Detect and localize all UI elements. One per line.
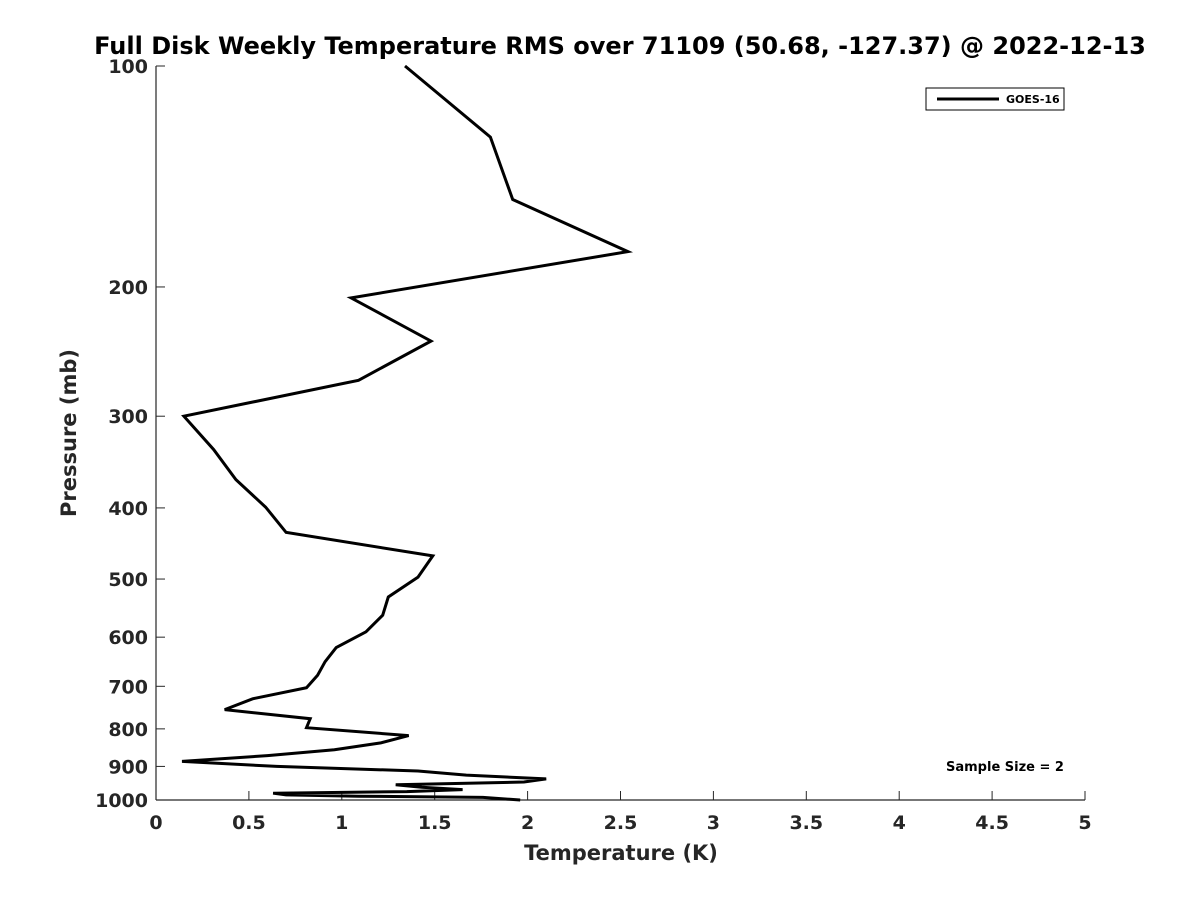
legend: GOES-16 xyxy=(925,87,1065,111)
x-tick-label: 5 xyxy=(1078,812,1091,834)
y-tick-label: 300 xyxy=(108,406,148,428)
y-tick-label: 1000 xyxy=(95,790,148,812)
y-tick-label: 500 xyxy=(108,569,148,591)
y-tick-label: 900 xyxy=(108,756,148,778)
x-tick-label: 4.5 xyxy=(975,812,1009,834)
plot-area xyxy=(181,64,634,802)
x-tick-label: 0 xyxy=(149,812,162,834)
y-axis-label: Pressure (mb) xyxy=(57,349,81,517)
y-tick-label: 700 xyxy=(108,676,148,698)
x-tick-label: 3 xyxy=(707,812,720,834)
chart-title: Full Disk Weekly Temperature RMS over 71… xyxy=(94,32,1146,60)
y-tick-label: 400 xyxy=(108,498,148,520)
y-tick-label: 100 xyxy=(108,56,148,78)
y-ticks: 100 200 300 400 500 600 700 800 900 1000 xyxy=(95,56,165,812)
x-tick-label: 1 xyxy=(335,812,348,834)
y-tick-label: 600 xyxy=(108,627,148,649)
x-tick-label: 0.5 xyxy=(232,812,266,834)
series-line-goes-16 xyxy=(181,64,634,802)
legend-label-goes-16: GOES-16 xyxy=(1006,93,1060,106)
sample-size-annotation: Sample Size = 2 xyxy=(946,760,1064,775)
x-ticks: 0 0.5 1 1.5 2 2.5 3 3.5 4 4.5 5 xyxy=(149,791,1092,834)
x-tick-label: 2.5 xyxy=(604,812,638,834)
x-tick-label: 3.5 xyxy=(789,812,823,834)
x-tick-label: 2 xyxy=(521,812,534,834)
x-tick-label: 4 xyxy=(893,812,906,834)
y-tick-label: 200 xyxy=(108,277,148,299)
x-axis-label: Temperature (K) xyxy=(524,841,718,865)
x-tick-label: 1.5 xyxy=(418,812,452,834)
y-tick-label: 800 xyxy=(108,719,148,741)
